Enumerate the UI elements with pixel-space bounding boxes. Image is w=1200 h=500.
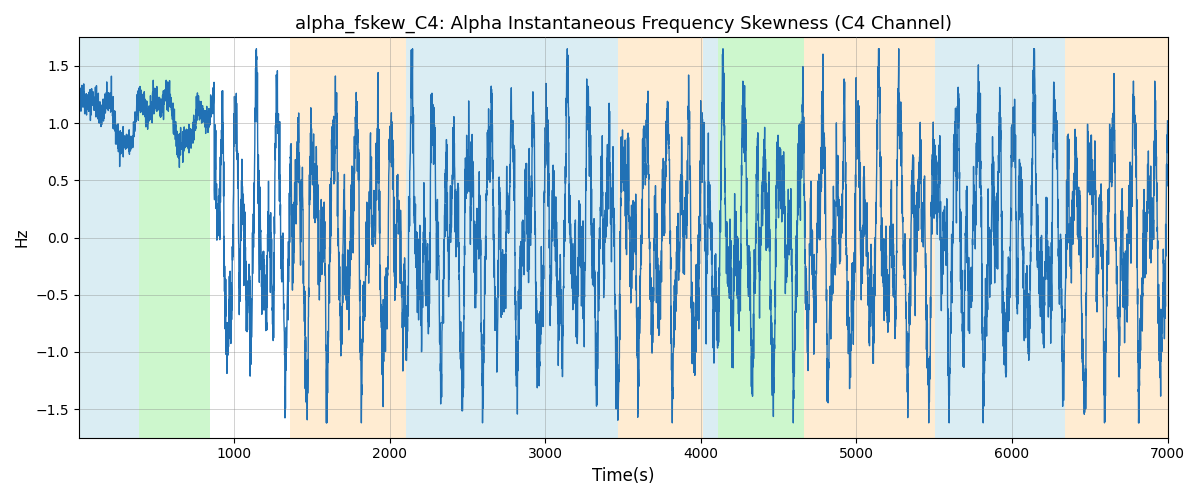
Bar	[719, 38, 804, 438]
Bar	[804, 38, 935, 438]
Bar	[407, 38, 618, 438]
Bar	[935, 38, 1066, 438]
Bar	[79, 38, 139, 438]
Bar	[1066, 38, 1100, 438]
Bar	[703, 38, 719, 438]
Bar	[290, 38, 407, 438]
Bar	[139, 38, 210, 438]
Bar	[618, 38, 703, 438]
X-axis label: Time(s): Time(s)	[592, 467, 654, 485]
Title: alpha_fskew_C4: Alpha Instantaneous Frequency Skewness (C4 Channel): alpha_fskew_C4: Alpha Instantaneous Freq…	[295, 15, 952, 34]
Y-axis label: Hz: Hz	[14, 228, 30, 248]
Bar	[1100, 38, 1168, 438]
